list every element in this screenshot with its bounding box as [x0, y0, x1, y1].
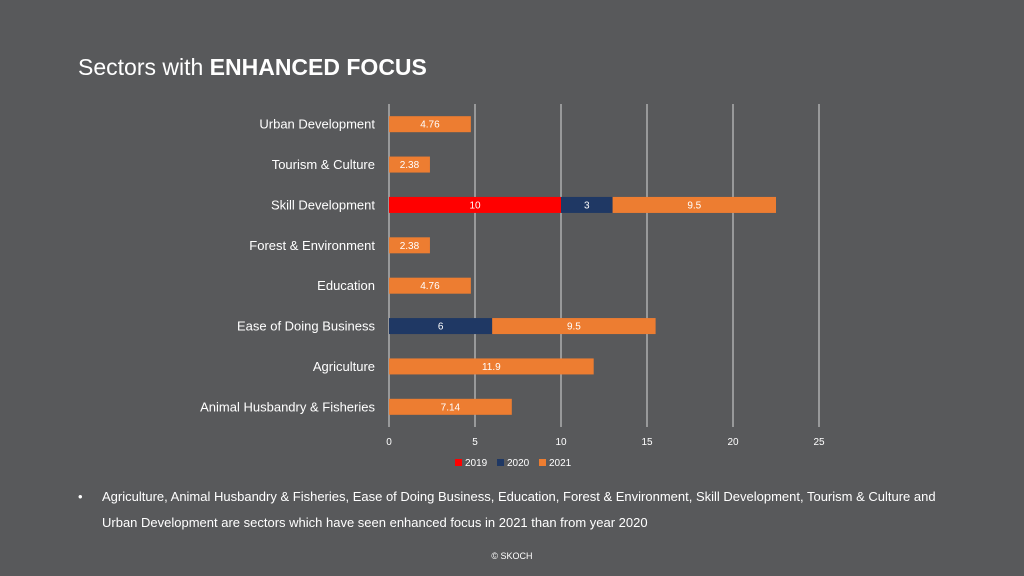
bar-segment-2021 — [389, 237, 430, 254]
data-label: 10 — [469, 200, 481, 211]
bar-segment-2021 — [389, 156, 430, 173]
category-label: Ease of Doing Business — [237, 319, 376, 334]
legend-label: 2019 — [465, 458, 488, 469]
bar-segment-2020 — [389, 318, 493, 335]
bar-segment-2020 — [561, 196, 613, 213]
category-label: Education — [317, 278, 375, 293]
data-label: 9.5 — [687, 200, 701, 211]
category-label: Urban Development — [259, 117, 375, 132]
copyright-text: © SKOCH — [491, 551, 533, 561]
data-label: 4.76 — [420, 120, 440, 131]
bar-segment-2021 — [389, 277, 471, 294]
data-label: 6 — [438, 322, 444, 333]
category-label: Animal Husbandry & Fisheries — [200, 399, 375, 414]
data-label: 3 — [584, 200, 590, 211]
title-emphasis: ENHANCED FOCUS — [209, 54, 427, 80]
bar-segment-2019 — [389, 196, 561, 213]
x-tick-label: 25 — [813, 437, 825, 448]
legend-swatch-2019 — [455, 459, 462, 466]
stacked-bar-chart: 0 5 10 15 20 25 Urban Development 4.76 Tourism &… — [200, 104, 825, 469]
summary-text: Agriculture, Animal Husbandry & Fisherie… — [102, 489, 936, 530]
legend-label: 2020 — [507, 458, 530, 469]
bar-segment-2021 — [389, 358, 594, 375]
legend-label: 2021 — [549, 458, 572, 469]
legend-swatch-2021 — [539, 459, 546, 466]
category-label: Tourism & Culture — [272, 157, 375, 172]
bar-segment-2021 — [612, 196, 776, 213]
x-tick-label: 0 — [386, 437, 392, 448]
category-label: Agriculture — [313, 359, 375, 374]
slide-title: Sectors with ENHANCED FOCUS — [78, 54, 427, 81]
category-label: Forest & Environment — [249, 238, 375, 253]
category-label: Skill Development — [271, 197, 375, 212]
bullet-icon: • — [78, 489, 83, 504]
x-tick-label: 20 — [727, 437, 739, 448]
data-label: 4.76 — [420, 281, 440, 292]
data-label: 2.38 — [400, 241, 420, 252]
bar-segment-2021 — [492, 318, 656, 335]
title-prefix: Sectors with — [78, 54, 210, 80]
bar-segment-2021 — [389, 116, 471, 133]
data-label: 7.14 — [441, 402, 461, 413]
x-tick-label: 15 — [641, 437, 653, 448]
data-label: 11.9 — [482, 362, 501, 373]
x-tick-label: 5 — [472, 437, 478, 448]
legend-swatch-2020 — [497, 459, 504, 466]
summary-bullet: • Agriculture, Animal Husbandry & Fisher… — [78, 484, 958, 536]
bar-segment-2021 — [389, 398, 512, 415]
x-tick-label: 10 — [555, 437, 567, 448]
data-label: 9.5 — [567, 322, 581, 333]
data-label: 2.38 — [400, 160, 420, 171]
